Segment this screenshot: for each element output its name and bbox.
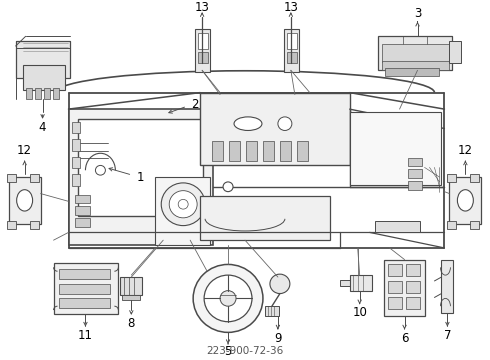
Circle shape (169, 191, 197, 218)
Bar (449, 177, 481, 224)
Bar (58, 284, 110, 293)
Bar (297, 141, 308, 161)
Text: 11: 11 (78, 329, 93, 342)
Bar (408, 181, 422, 190)
Text: 3: 3 (414, 6, 421, 19)
Bar (408, 169, 422, 178)
Bar (9, 177, 41, 224)
Text: 8: 8 (127, 317, 135, 330)
Bar (470, 221, 479, 229)
Bar (73, 139, 80, 151)
Bar (212, 141, 223, 161)
Bar (7, 174, 16, 182)
Text: 10: 10 (352, 306, 367, 319)
Bar (75, 194, 91, 203)
Bar (78, 119, 203, 216)
Bar (25, 88, 32, 99)
Bar (198, 52, 208, 63)
Text: 1: 1 (137, 171, 144, 184)
Circle shape (178, 199, 188, 209)
Bar (263, 141, 274, 161)
Text: 13: 13 (195, 1, 210, 14)
Circle shape (161, 183, 205, 226)
Bar (406, 297, 419, 309)
Bar (350, 112, 441, 185)
Text: 9: 9 (274, 332, 282, 345)
Bar (384, 260, 425, 316)
Bar (200, 197, 330, 240)
Bar (375, 221, 419, 233)
Circle shape (278, 117, 292, 130)
Circle shape (204, 275, 252, 322)
Bar (388, 265, 401, 276)
Bar (447, 174, 456, 182)
Bar (449, 41, 462, 63)
Bar (350, 275, 371, 291)
Bar (385, 68, 440, 76)
Bar (388, 281, 401, 293)
Bar (29, 174, 39, 182)
Bar (406, 281, 419, 293)
Bar (53, 264, 119, 314)
Bar (406, 265, 419, 276)
Ellipse shape (457, 190, 473, 211)
Bar (441, 260, 453, 313)
Circle shape (220, 291, 236, 306)
Bar (7, 221, 16, 229)
Ellipse shape (234, 117, 262, 130)
Ellipse shape (17, 190, 33, 211)
Bar (447, 221, 456, 229)
Text: 12: 12 (458, 144, 473, 157)
Bar (200, 93, 350, 166)
Bar (280, 141, 291, 161)
Bar (75, 218, 91, 226)
Bar (52, 88, 58, 99)
Bar (195, 28, 210, 72)
Bar (287, 52, 297, 63)
Circle shape (193, 265, 263, 332)
Bar (378, 36, 452, 70)
Bar (73, 122, 80, 134)
Bar (121, 277, 142, 294)
Bar (73, 157, 80, 168)
Bar (284, 28, 299, 72)
Circle shape (96, 166, 105, 175)
Text: 7: 7 (443, 329, 451, 342)
Bar (382, 44, 449, 62)
Bar (75, 206, 91, 215)
Text: 13: 13 (283, 1, 298, 14)
Text: 12: 12 (17, 144, 32, 157)
Text: 6: 6 (401, 332, 408, 345)
Circle shape (270, 274, 290, 293)
Bar (408, 158, 422, 166)
Bar (58, 298, 110, 308)
Bar (16, 41, 71, 78)
Circle shape (223, 182, 233, 192)
Bar (69, 109, 213, 245)
Bar (388, 297, 401, 309)
FancyArrow shape (340, 280, 350, 286)
Bar (23, 66, 65, 90)
Bar (470, 174, 479, 182)
Bar (198, 33, 208, 49)
Bar (44, 88, 49, 99)
Bar (35, 88, 41, 99)
Bar (287, 33, 297, 49)
Text: 2: 2 (192, 98, 199, 111)
Bar (29, 221, 39, 229)
Bar (229, 141, 240, 161)
Text: 4: 4 (39, 121, 47, 134)
Bar (122, 294, 140, 300)
Text: 223-900-72-36: 223-900-72-36 (206, 346, 284, 356)
Bar (73, 174, 80, 186)
Bar (155, 177, 210, 245)
Bar (265, 306, 279, 316)
Bar (382, 60, 449, 70)
Text: 5: 5 (224, 345, 232, 358)
Bar (246, 141, 257, 161)
Bar (58, 269, 110, 279)
